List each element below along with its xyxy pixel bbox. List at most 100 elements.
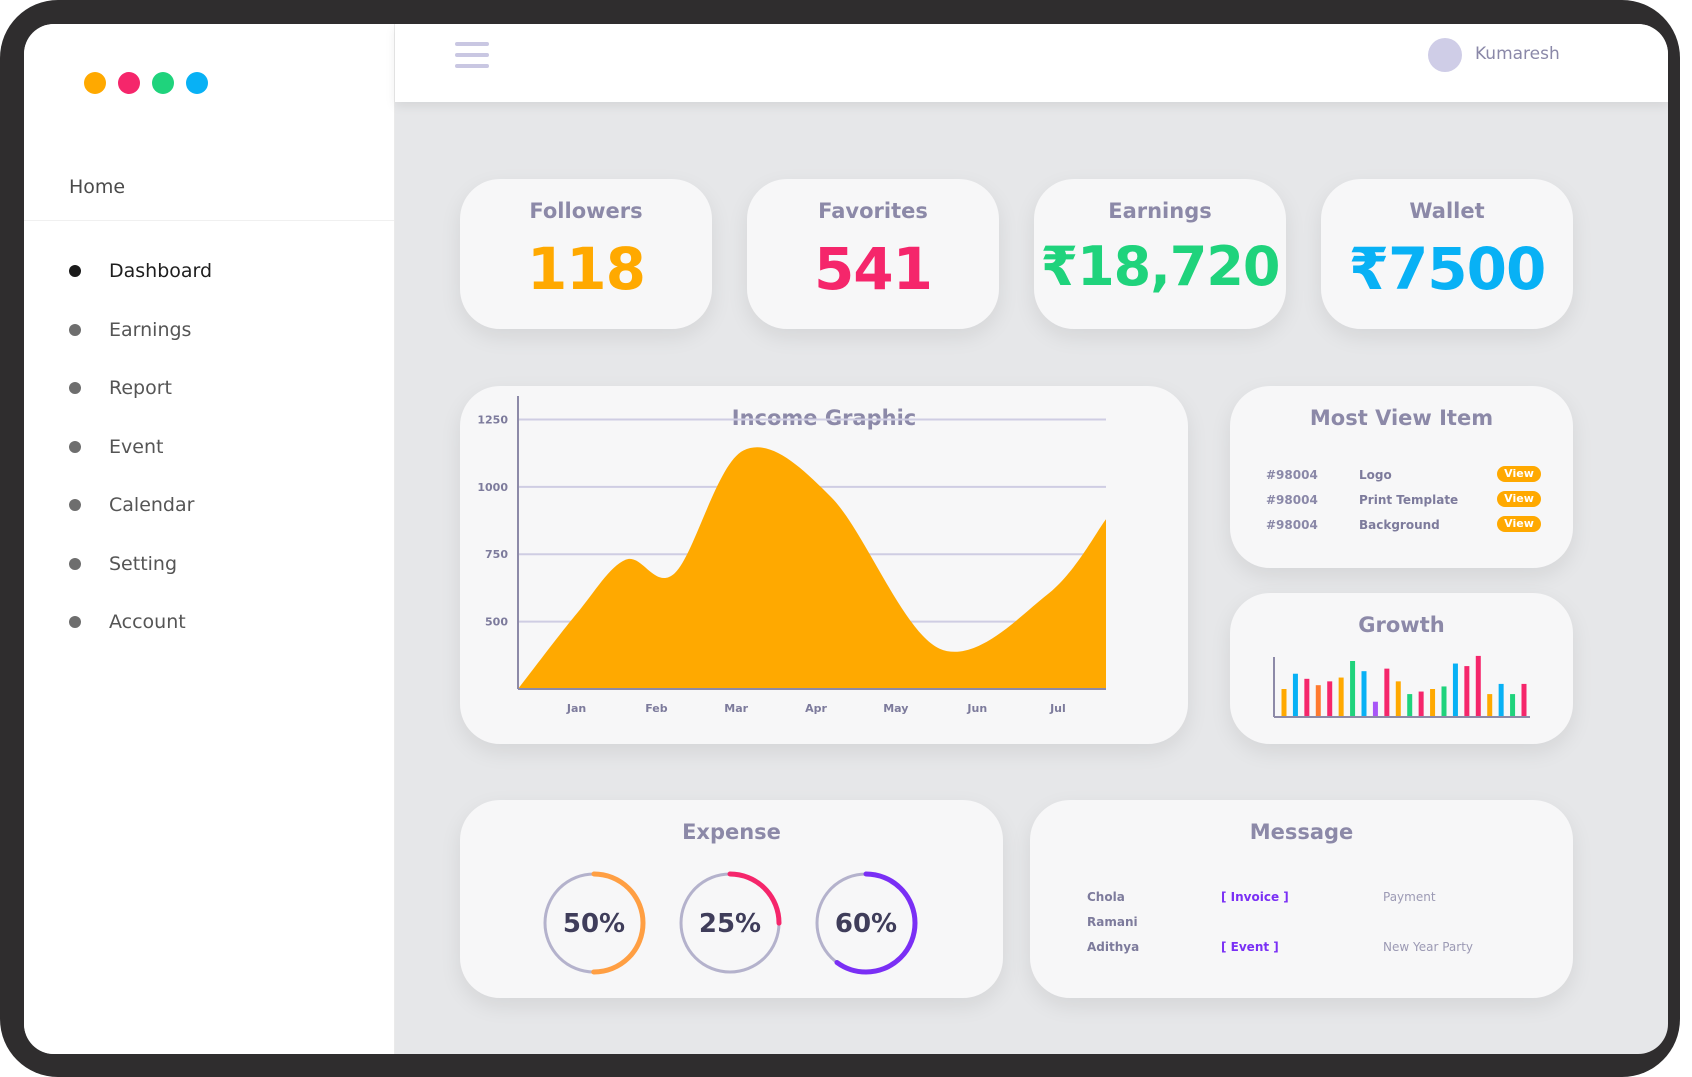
stat-title: Earnings bbox=[1108, 199, 1212, 223]
sidebar-item-label: Earnings bbox=[109, 318, 192, 341]
growth-bar bbox=[1430, 689, 1436, 717]
item-id: #98004 bbox=[1266, 518, 1318, 532]
sidebar-item-earnings[interactable]: Earnings bbox=[69, 301, 212, 360]
most-view-card: Most View Item #98004 Logo View #98004 P… bbox=[1230, 386, 1573, 568]
growth-bar bbox=[1361, 671, 1367, 717]
x-tick-label: May bbox=[883, 702, 908, 715]
item-id: #98004 bbox=[1266, 493, 1318, 507]
stat-title: Followers bbox=[529, 199, 643, 223]
expense-title: Expense bbox=[682, 820, 781, 844]
sidebar-item-report[interactable]: Report bbox=[69, 359, 212, 418]
hamburger-icon[interactable] bbox=[455, 40, 489, 70]
app-screen: Home Dashboard Earnings Report Event Cal… bbox=[24, 24, 1668, 1054]
sidebar-item-label: Setting bbox=[109, 552, 178, 575]
y-tick-label: 750 bbox=[485, 548, 508, 561]
stat-card-followers: Followers 118 bbox=[460, 179, 712, 329]
message-note: Payment bbox=[1383, 890, 1436, 904]
x-tick-label: Jan bbox=[566, 702, 586, 715]
user-name[interactable]: Kumaresh bbox=[1475, 44, 1560, 64]
sidebar-item-calendar[interactable]: Calendar bbox=[69, 476, 212, 535]
sidebar-item-dashboard[interactable]: Dashboard bbox=[69, 242, 212, 301]
growth-bar bbox=[1510, 694, 1516, 717]
view-button[interactable]: View bbox=[1497, 466, 1541, 482]
item-id: #98004 bbox=[1266, 468, 1318, 482]
message-sender[interactable]: Chola bbox=[1087, 890, 1125, 904]
message-tag[interactable]: [ Event ] bbox=[1221, 940, 1279, 954]
income-chart: 500 750 1000 1250 Jan Feb Mar Apr May Jun Jul bbox=[477, 396, 1106, 715]
item-name: Background bbox=[1359, 518, 1440, 532]
bullet-icon bbox=[69, 557, 81, 570]
sidebar-item-account[interactable]: Account bbox=[69, 593, 212, 652]
bullet-icon bbox=[69, 499, 81, 512]
sidebar-item-label: Calendar bbox=[109, 494, 195, 517]
growth-bar bbox=[1327, 681, 1333, 717]
item-name: Print Template bbox=[1359, 493, 1459, 507]
avatar[interactable] bbox=[1428, 38, 1462, 72]
message-card: Message Chola [ Invoice ] Payment Ramani… bbox=[1030, 800, 1573, 998]
growth-bar bbox=[1338, 677, 1344, 717]
ring-progress bbox=[542, 871, 646, 975]
sidebar-nav: Dashboard Earnings Report Event Calendar… bbox=[69, 242, 212, 652]
growth-bar bbox=[1395, 681, 1401, 717]
view-button[interactable]: View bbox=[1497, 491, 1541, 507]
growth-bar bbox=[1487, 694, 1493, 717]
growth-chart-card: Growth bbox=[1230, 593, 1573, 744]
growth-bar bbox=[1315, 685, 1321, 717]
growth-bar bbox=[1384, 668, 1390, 717]
sidebar-item-label: Event bbox=[109, 435, 164, 458]
ring-percent-label: 50% bbox=[563, 909, 625, 939]
window-dot-orange bbox=[84, 72, 106, 94]
growth-bar bbox=[1441, 686, 1447, 717]
stat-card-wallet: Wallet ₹7500 bbox=[1321, 179, 1573, 329]
growth-bar bbox=[1464, 666, 1470, 717]
sidebar-item-setting[interactable]: Setting bbox=[69, 535, 212, 594]
stat-value: ₹7500 bbox=[1348, 235, 1547, 303]
window-dot-pink bbox=[118, 72, 140, 94]
window-dots bbox=[84, 72, 208, 94]
view-button[interactable]: View bbox=[1497, 516, 1541, 532]
stat-value: 118 bbox=[526, 235, 646, 303]
stat-title: Favorites bbox=[818, 199, 928, 223]
hamburger-line bbox=[455, 42, 489, 46]
bullet-icon bbox=[69, 323, 81, 336]
window-dot-green bbox=[152, 72, 174, 94]
expense-card: Expense 50% 25% 60% bbox=[460, 800, 1003, 998]
window-dot-blue bbox=[186, 72, 208, 94]
growth-bar bbox=[1452, 663, 1458, 717]
income-chart-title: Income Graphic bbox=[731, 406, 917, 430]
growth-chart bbox=[1273, 655, 1530, 718]
ring-progress bbox=[678, 871, 782, 975]
message-title: Message bbox=[1249, 820, 1354, 844]
sidebar-item-label: Report bbox=[109, 377, 172, 400]
top-bar: Kumaresh bbox=[395, 24, 1668, 102]
growth-bar bbox=[1350, 661, 1356, 717]
sidebar-item-event[interactable]: Event bbox=[69, 418, 212, 477]
sidebar: Home Dashboard Earnings Report Event Cal… bbox=[24, 24, 395, 1054]
message-note: New Year Party bbox=[1383, 940, 1473, 954]
bullet-icon bbox=[69, 382, 81, 395]
list-item: #98004 Print Template View bbox=[1266, 489, 1541, 511]
x-tick-label: Mar bbox=[724, 702, 748, 715]
ring-percent-label: 25% bbox=[699, 909, 761, 939]
item-name: Logo bbox=[1359, 468, 1392, 482]
hamburger-line bbox=[455, 53, 489, 57]
stat-card-earnings: Earnings ₹18,720 bbox=[1034, 179, 1286, 329]
y-tick-label: 1250 bbox=[477, 413, 508, 426]
message-sender[interactable]: Adithya bbox=[1087, 940, 1140, 954]
sidebar-home[interactable]: Home bbox=[69, 176, 126, 198]
x-tick-label: Jun bbox=[966, 702, 987, 715]
growth-bar bbox=[1281, 689, 1287, 717]
y-tick-label: 1000 bbox=[477, 481, 508, 494]
income-chart-card: Income Graphic 500 750 1000 1250 Jan Feb Mar Ap… bbox=[460, 386, 1188, 744]
growth-bar bbox=[1498, 683, 1504, 717]
income-area bbox=[518, 447, 1106, 689]
message-sender[interactable]: Ramani bbox=[1087, 915, 1138, 929]
sidebar-item-label: Dashboard bbox=[109, 260, 213, 283]
growth-bar bbox=[1521, 683, 1527, 717]
sidebar-divider bbox=[24, 220, 394, 221]
x-tick-label: Jul bbox=[1049, 702, 1066, 715]
stat-value: 541 bbox=[813, 235, 933, 303]
message-tag[interactable]: [ Invoice ] bbox=[1221, 890, 1289, 904]
expense-rings: 50% 25% 60% bbox=[542, 871, 918, 975]
